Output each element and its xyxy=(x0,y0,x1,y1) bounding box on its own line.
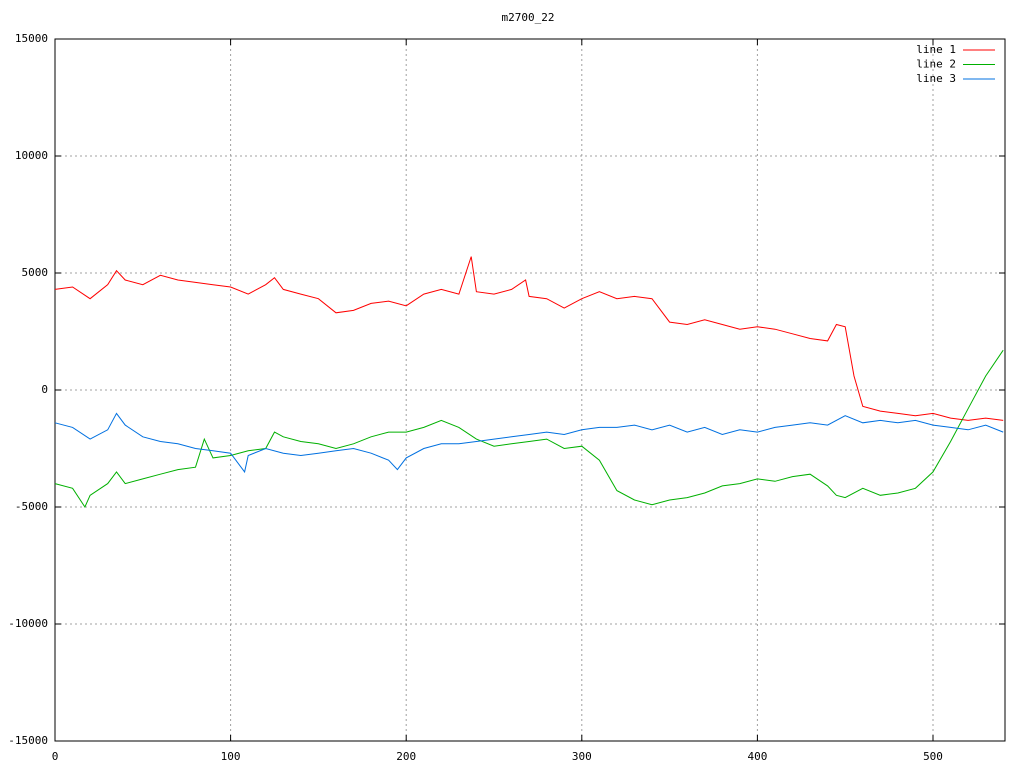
y-tick-label: -10000 xyxy=(8,617,48,630)
y-tick-label: 0 xyxy=(41,383,48,396)
x-tick-label: 100 xyxy=(221,750,241,763)
x-tick-label: 0 xyxy=(52,750,59,763)
data-line xyxy=(54,256,1004,421)
x-tick-label: 400 xyxy=(747,750,767,763)
y-tick-label: 15000 xyxy=(15,32,48,45)
legend-label: line 2 xyxy=(916,58,956,71)
x-tick-label: 500 xyxy=(923,750,943,763)
x-tick-label: 300 xyxy=(572,750,592,763)
y-tick-label: -15000 xyxy=(8,734,48,747)
data-line xyxy=(54,412,1004,474)
plot-border xyxy=(54,38,1006,742)
chart-title: m2700_22 xyxy=(502,11,555,24)
legend-label: line 1 xyxy=(916,43,956,56)
y-tick-label: 10000 xyxy=(15,149,48,162)
legend-label: line 3 xyxy=(916,72,956,85)
y-tick-label: 5000 xyxy=(22,266,49,279)
y-tick-label: -5000 xyxy=(15,500,48,513)
x-tick-label: 200 xyxy=(396,750,416,763)
data-line xyxy=(54,349,1004,509)
